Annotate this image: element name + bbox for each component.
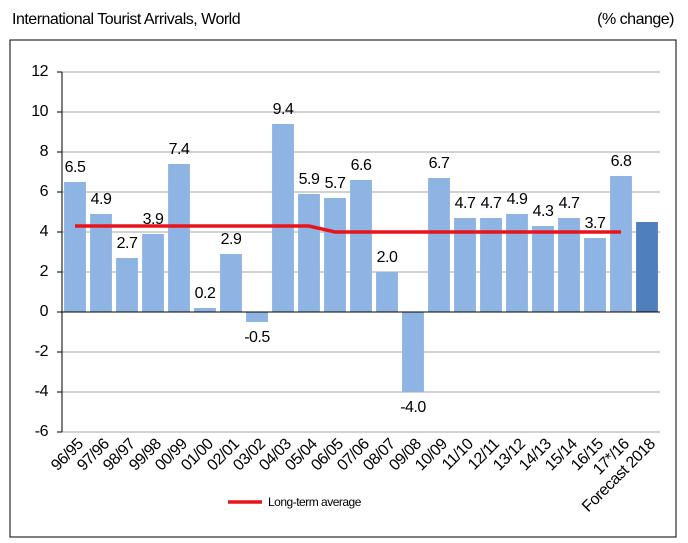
bar: [636, 222, 658, 312]
y-tick-label: -2: [35, 343, 49, 360]
value-label: 6.7: [429, 155, 450, 172]
y-tick-label: 6: [40, 183, 49, 200]
bar: [532, 226, 554, 312]
chart-title: International Tourist Arrivals, World: [12, 11, 240, 28]
value-label: -4.0: [400, 399, 426, 416]
y-tick-label: 8: [40, 143, 49, 160]
bar: [610, 176, 632, 312]
bar: [220, 254, 242, 312]
value-label: 9.4: [273, 101, 294, 118]
bar: [64, 182, 86, 312]
bar: [402, 312, 424, 392]
value-label: 4.7: [481, 195, 502, 212]
value-label: 2.9: [221, 231, 242, 248]
value-label: 6.5: [65, 159, 86, 176]
value-label: 5.7: [325, 175, 346, 192]
bar: [246, 312, 268, 322]
y-tick-label: 0: [40, 303, 49, 320]
value-label: 0.2: [195, 285, 216, 302]
legend-label: Long-term average: [268, 495, 362, 509]
y-tick-label: 12: [31, 63, 48, 80]
bar: [584, 238, 606, 312]
value-label: 5.9: [299, 171, 320, 188]
value-label: -0.5: [244, 329, 270, 346]
bar: [558, 218, 580, 312]
bar: [350, 180, 372, 312]
bar: [298, 194, 320, 312]
value-label: 6.6: [351, 157, 372, 174]
bar: [506, 214, 528, 312]
bar: [272, 124, 294, 312]
bar: [142, 234, 164, 312]
y-tick-label: -6: [35, 423, 49, 440]
y-tick-label: 4: [40, 223, 49, 240]
value-label: 4.7: [559, 195, 580, 212]
bar: [480, 218, 502, 312]
value-label: 7.4: [169, 141, 190, 158]
bar: [168, 164, 190, 312]
bar: [376, 272, 398, 312]
y-tick-label: 2: [40, 263, 49, 280]
bar: [194, 308, 216, 312]
average-line: [75, 224, 621, 234]
value-label: 3.9: [143, 211, 164, 228]
value-label: 2.7: [117, 235, 138, 252]
value-label: 4.7: [455, 195, 476, 212]
chart-subtitle: (% change): [597, 11, 674, 28]
bar: [454, 218, 476, 312]
value-label: 4.3: [533, 203, 554, 220]
value-label: 2.0: [377, 249, 398, 266]
bar: [428, 178, 450, 312]
value-label: 4.9: [91, 191, 112, 208]
y-tick-label: 10: [31, 103, 48, 120]
chart-frame: [9, 39, 677, 538]
bar: [324, 198, 346, 312]
value-label: 4.9: [507, 191, 528, 208]
bar: [116, 258, 138, 312]
value-label: 6.8: [611, 153, 632, 170]
y-tick-label: -4: [35, 383, 49, 400]
bar: [90, 214, 112, 312]
value-label: 3.7: [585, 215, 606, 232]
